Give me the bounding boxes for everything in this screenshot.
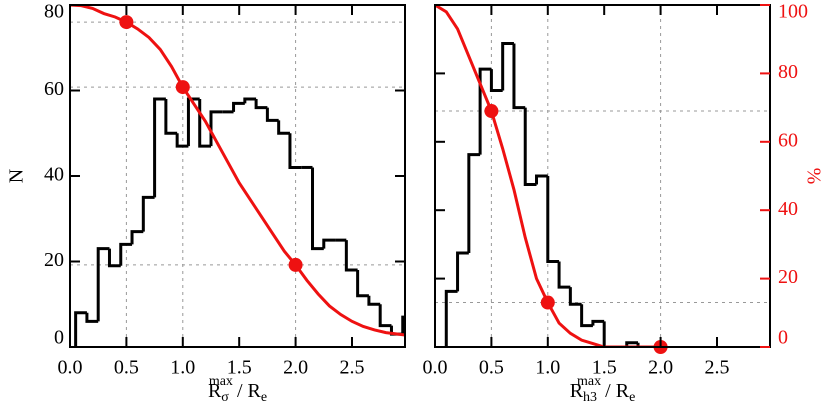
histogram-bin [378, 304, 392, 328]
y-tick-label: 80 [44, 1, 64, 23]
histogram-bin [254, 99, 268, 110]
x-tick-label: 0.0 [423, 357, 448, 379]
curve-point [540, 295, 555, 310]
histogram-bin [265, 107, 279, 122]
histogram-bin [96, 247, 110, 322]
label-rest-sub: e [629, 390, 635, 405]
y-tick-label: 0 [54, 327, 64, 349]
x-tick-label: 2.5 [704, 357, 729, 379]
x-tick-label: 1.5 [227, 357, 252, 379]
histogram-bin [401, 315, 405, 335]
label-sub: h3 [583, 390, 597, 405]
label-rest: / R [605, 380, 630, 402]
histogram-bin [523, 107, 537, 187]
histogram-bin [344, 240, 358, 272]
histogram-bin [311, 167, 324, 251]
histogram-bin [175, 133, 189, 148]
x-tick-label: 2.5 [339, 357, 364, 379]
x-axis-label: Rh3max / Re [570, 374, 636, 405]
histogram-bin [367, 295, 381, 306]
histogram-bin [602, 321, 616, 347]
y2-tick-label: 100 [778, 1, 808, 23]
y2-tick-label: 60 [778, 129, 798, 151]
histogram-bin [478, 67, 492, 155]
label-base: R [570, 380, 584, 402]
y-tick-label: 60 [44, 78, 64, 100]
label-sup: max [577, 374, 601, 389]
histogram-bin [356, 270, 369, 298]
y2-tick-label: 20 [778, 266, 798, 288]
histogram-bin [568, 287, 582, 306]
histogram-bin [467, 153, 481, 253]
histogram-bin [186, 97, 200, 147]
histogram-bin [232, 101, 245, 112]
histogram-bin [322, 238, 336, 249]
histogram-bin [141, 195, 155, 232]
label-sub: σ [221, 390, 229, 405]
x-tick-label: 2.0 [648, 357, 673, 379]
plot-area [435, 5, 770, 347]
histogram-bin [546, 176, 560, 263]
curve-point [119, 15, 134, 30]
y-tick-label: 40 [44, 164, 64, 186]
plot-frame [434, 4, 771, 348]
histogram-bin [130, 230, 144, 245]
cumulative-curve [435, 5, 661, 347]
x-tick-label: 1.5 [592, 357, 617, 379]
histogram-bin [119, 242, 133, 266]
y2-axis-label: % [802, 168, 824, 185]
histogram-bin [456, 251, 469, 292]
histogram-bin [636, 342, 650, 347]
histogram-bin [164, 99, 178, 135]
cumulative-curve [70, 5, 405, 337]
y-axis-label: N [6, 169, 28, 183]
histogram-bin [85, 312, 99, 323]
label-rest: / R [237, 380, 262, 402]
histogram-bin [74, 311, 87, 347]
histogram-bin [444, 289, 458, 347]
x-tick-label: 0.0 [58, 357, 83, 379]
plot-area [70, 5, 405, 347]
x-axis-label: Rσmax / Re [208, 374, 267, 405]
histogram-bin [277, 120, 290, 135]
label-rest-sub: e [261, 390, 267, 405]
label-sup: max [209, 374, 233, 389]
histogram-bin [535, 174, 548, 185]
histogram-bin [153, 97, 166, 198]
x-tick-label: 2.0 [283, 357, 308, 379]
histogram-bin [209, 110, 223, 147]
histogram-bin [591, 319, 605, 326]
label-base: R [208, 380, 222, 402]
x-tick-label: 1.0 [535, 357, 560, 379]
curve-point [288, 257, 303, 272]
plot-frame [69, 4, 406, 348]
histogram-bin [489, 69, 503, 92]
histogram-bin [580, 304, 593, 328]
histogram-bin [243, 97, 257, 104]
histogram-bin [288, 133, 302, 169]
x-tick-label: 0.5 [479, 357, 504, 379]
y2-tick-label: 0 [778, 327, 788, 349]
x-tick-label: 1.0 [170, 357, 195, 379]
histogram-bin [107, 248, 121, 268]
y2-tick-label: 40 [778, 198, 798, 220]
y-tick-label: 20 [44, 249, 64, 271]
curve-point [175, 80, 190, 95]
histogram-bin [512, 43, 526, 110]
histogram-bin [557, 261, 571, 289]
histogram-bin [501, 41, 514, 91]
y2-tick-label: 80 [778, 61, 798, 83]
curve-point [484, 104, 499, 119]
x-tick-label: 0.5 [114, 357, 139, 379]
